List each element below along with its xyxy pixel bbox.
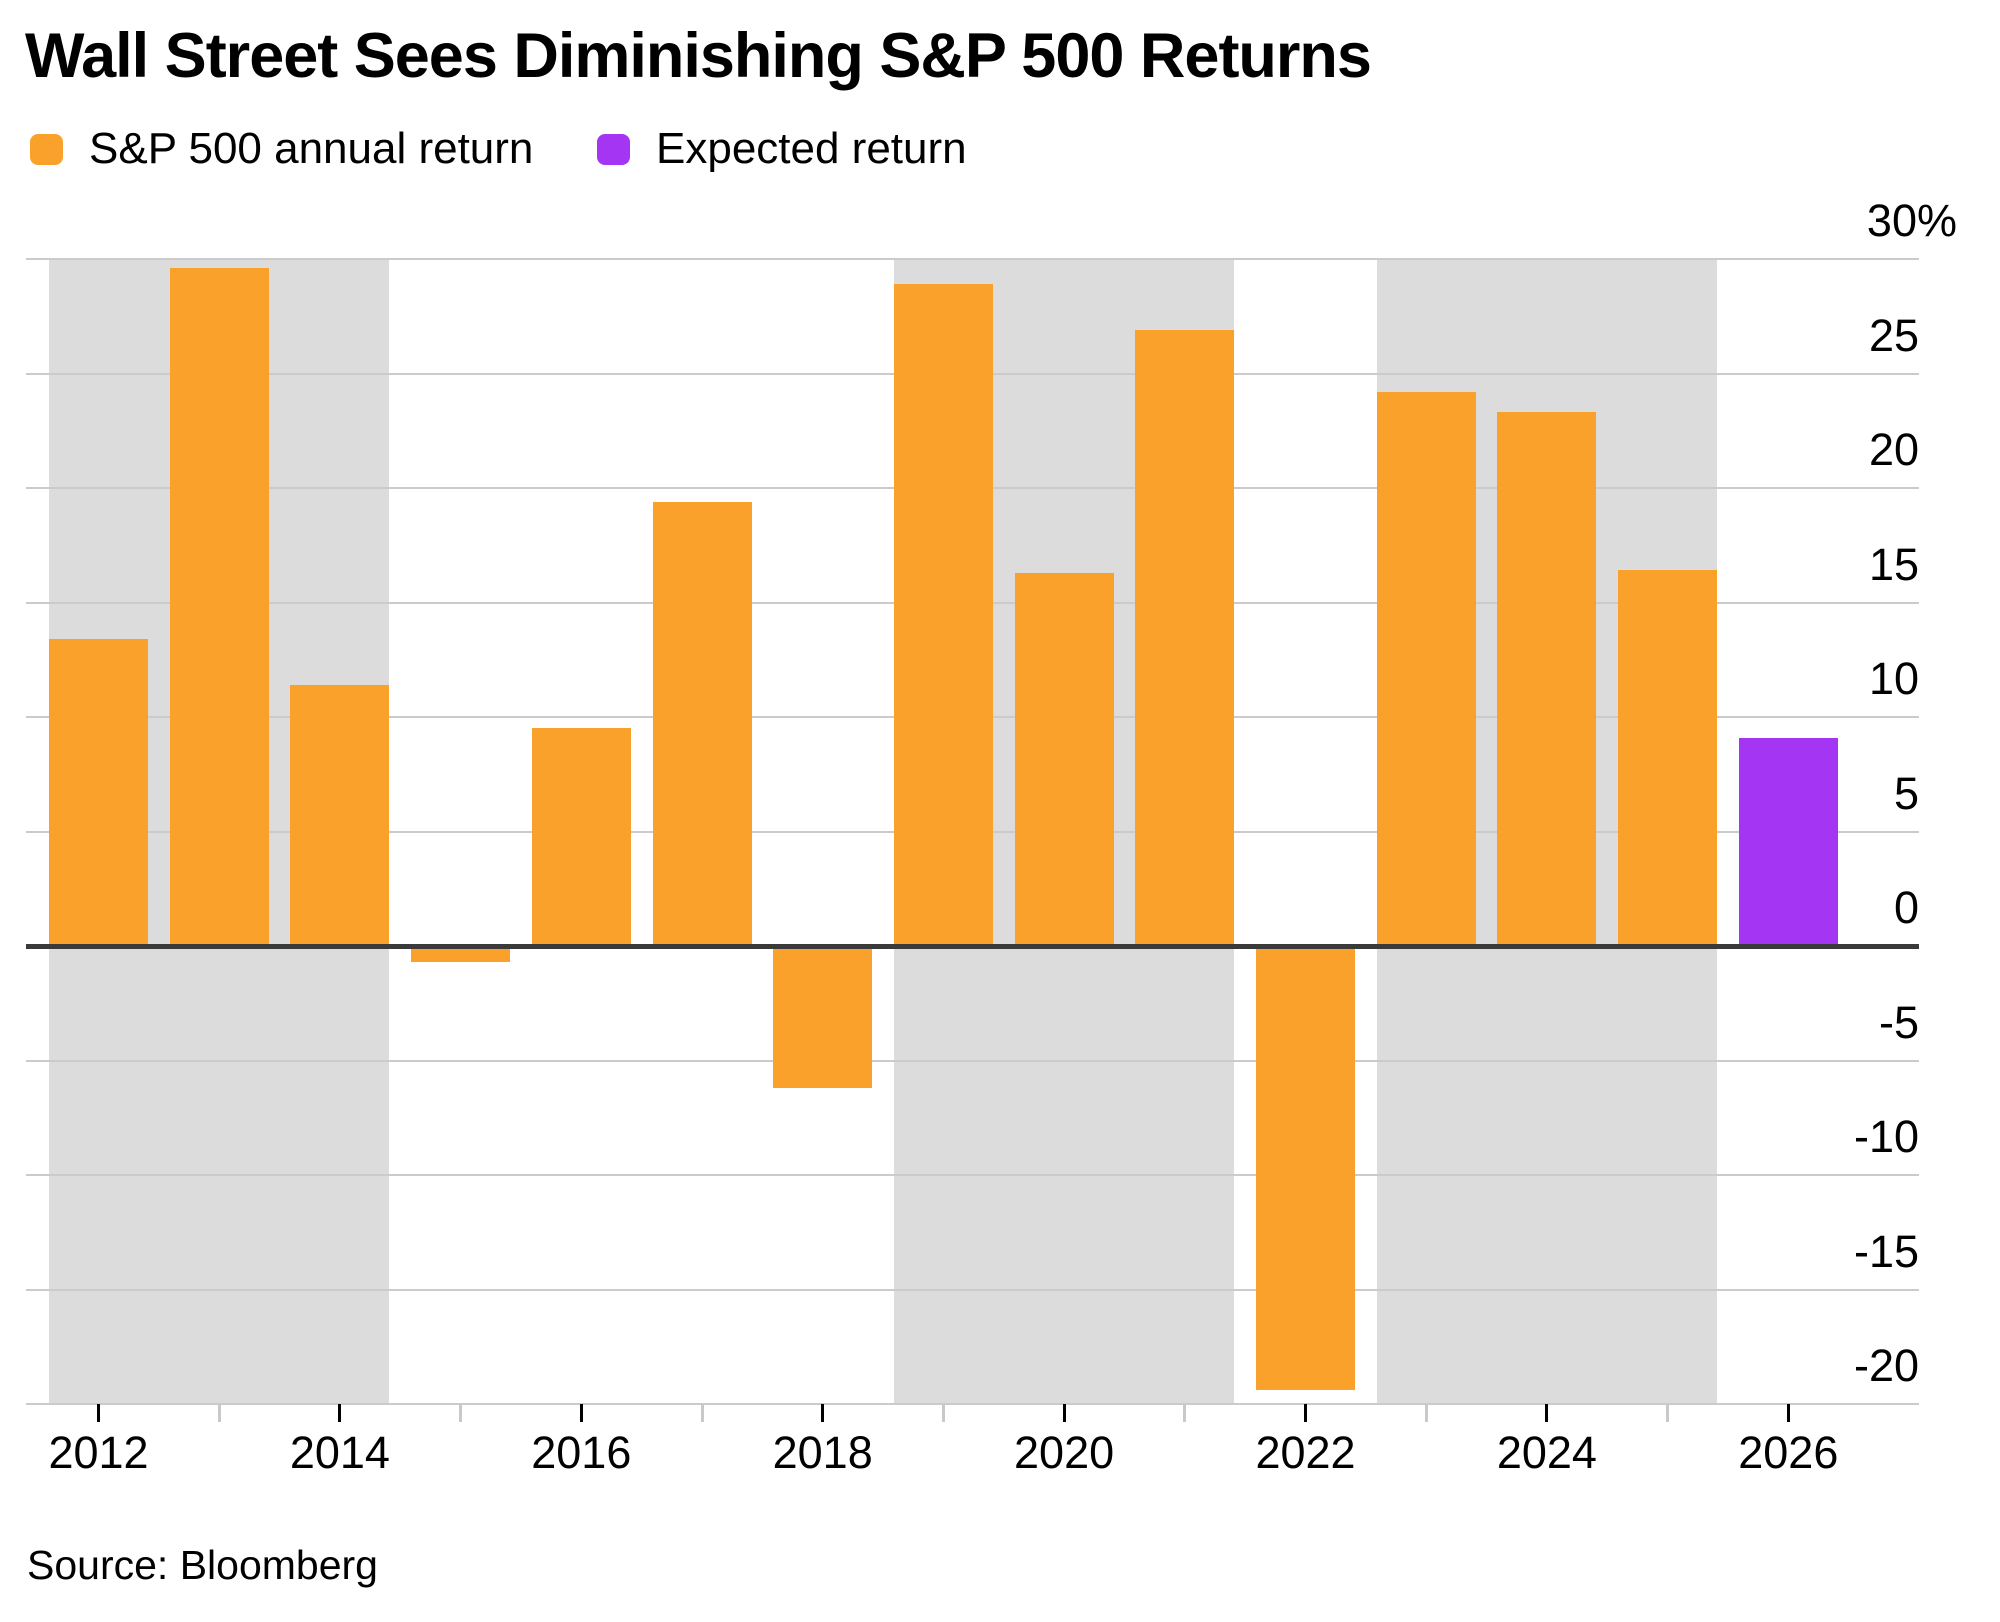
source-attribution: Source: Bloomberg xyxy=(27,1542,378,1588)
bar-2014 xyxy=(290,684,390,946)
gridline--10 xyxy=(26,1174,1919,1176)
bar-2018 xyxy=(773,946,873,1088)
x-tick-2026 xyxy=(1786,1404,1790,1422)
bar-2015 xyxy=(411,946,511,963)
y-axis-label--5: -5 xyxy=(1878,996,1919,1048)
x-tick-2022 xyxy=(1304,1404,1307,1422)
x-tick-2015 xyxy=(459,1404,463,1422)
x-tick-2012 xyxy=(97,1404,100,1422)
y-axis-label-20: 20 xyxy=(1868,424,1919,475)
legend-item-expected-return: Expected return xyxy=(597,127,967,171)
x-axis-label-2014: 2014 xyxy=(289,1427,390,1478)
bar-2017 xyxy=(652,501,752,946)
bar-2020 xyxy=(1014,572,1114,946)
x-tick-2013 xyxy=(217,1404,221,1422)
y-axis-label--10: -10 xyxy=(1853,1111,1919,1162)
legend-item-annual-return: S&P 500 annual return xyxy=(30,127,533,171)
bar-2013 xyxy=(169,268,269,946)
x-tick-2020 xyxy=(1062,1404,1066,1422)
x-axis-label-2020: 2020 xyxy=(1014,1427,1115,1478)
x-axis-label-2026: 2026 xyxy=(1738,1427,1839,1478)
legend-label-expected-return: Expected return xyxy=(656,124,967,173)
y-axis-label-5: 5 xyxy=(1893,767,1919,819)
gridline--5 xyxy=(26,1059,1919,1062)
gridline-30 xyxy=(26,258,1919,260)
x-tick-2019 xyxy=(941,1404,945,1422)
y-axis-label-10: 10 xyxy=(1868,653,1919,704)
x-axis-label-2012: 2012 xyxy=(48,1427,149,1478)
bar-2016 xyxy=(531,728,631,946)
x-axis-label-2018: 2018 xyxy=(772,1427,873,1478)
bar-2023 xyxy=(1376,391,1476,946)
gridline--15 xyxy=(26,1288,1919,1291)
zero-axis-line xyxy=(26,944,1919,949)
y-axis-label-25: 25 xyxy=(1868,309,1919,361)
legend-label-annual-return: S&P 500 annual return xyxy=(89,124,534,173)
y-axis-label--15: -15 xyxy=(1853,1225,1919,1277)
y-axis-label--20: -20 xyxy=(1853,1340,1919,1391)
expected-return-swatch-icon xyxy=(597,133,630,165)
x-tick-2023 xyxy=(1424,1404,1428,1422)
bar-2022 xyxy=(1256,946,1355,1391)
x-tick-2017 xyxy=(700,1404,704,1422)
bar-2026 xyxy=(1738,737,1838,946)
y-axis-label-30: 30% xyxy=(1866,195,1957,246)
annual-return-swatch-icon xyxy=(30,133,63,165)
x-axis-label-2024: 2024 xyxy=(1496,1427,1597,1478)
gridline--20 xyxy=(26,1403,1919,1405)
bar-2024 xyxy=(1497,412,1597,946)
bar-2025 xyxy=(1618,570,1718,946)
legend: S&P 500 annual return Expected return xyxy=(0,127,2000,171)
y-axis-label-0: 0 xyxy=(1893,882,1919,933)
x-tick-2024 xyxy=(1545,1404,1549,1422)
bar-2021 xyxy=(1135,329,1235,946)
x-tick-2016 xyxy=(579,1404,583,1422)
x-tick-2014 xyxy=(338,1404,342,1422)
page-title: Wall Street Sees Diminishing S&P 500 Ret… xyxy=(25,21,1372,91)
x-tick-2021 xyxy=(1183,1404,1187,1422)
x-axis-label-2022: 2022 xyxy=(1255,1427,1356,1478)
y-axis-label-15: 15 xyxy=(1868,538,1919,590)
bar-2019 xyxy=(893,284,993,946)
x-tick-2025 xyxy=(1666,1404,1670,1422)
x-axis-label-2016: 2016 xyxy=(531,1427,632,1478)
bar-2012 xyxy=(49,639,148,946)
x-tick-2018 xyxy=(821,1404,825,1422)
